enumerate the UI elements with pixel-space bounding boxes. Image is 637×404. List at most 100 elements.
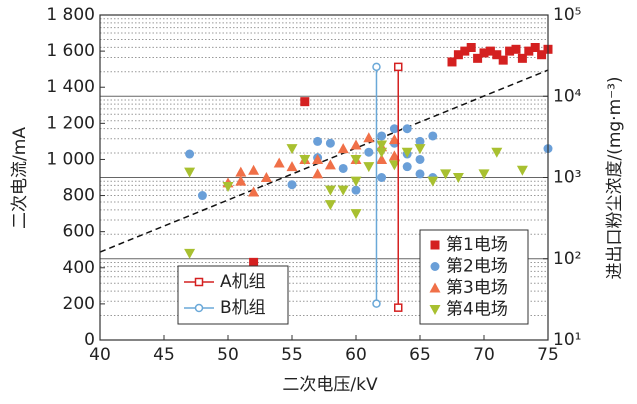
legend-box	[177, 265, 289, 325]
marker	[430, 262, 440, 271]
y-tick-label: 1 000	[46, 149, 95, 169]
marker	[350, 176, 362, 187]
plot-frame	[99, 14, 549, 341]
legend-label: 第3电场	[446, 278, 508, 298]
marker	[429, 305, 441, 315]
marker	[363, 132, 375, 143]
marker	[313, 136, 323, 146]
marker	[372, 62, 381, 72]
marker	[466, 43, 476, 52]
marker	[498, 55, 508, 65]
y-tick-label: 0	[84, 330, 95, 350]
marker	[401, 147, 413, 158]
marker	[249, 257, 259, 267]
marker	[505, 46, 515, 56]
marker	[524, 46, 534, 56]
marker	[185, 149, 195, 159]
marker	[388, 160, 400, 171]
legend-label: 第1电场	[446, 235, 508, 255]
marker	[194, 277, 204, 287]
marker	[351, 185, 361, 195]
marker	[376, 153, 388, 164]
marker	[516, 165, 528, 176]
y-tick-label: 200	[63, 294, 95, 314]
marker	[530, 43, 540, 52]
marker	[473, 53, 483, 63]
y-tick-label: 1 800	[46, 5, 95, 25]
x-tick-label: 50	[217, 345, 239, 365]
marker	[363, 162, 375, 173]
marker	[478, 169, 490, 180]
marker	[184, 167, 196, 178]
marker	[492, 50, 502, 60]
marker	[235, 166, 247, 177]
marker	[479, 48, 489, 58]
marker	[429, 282, 441, 293]
legend-label: 第2电场	[446, 257, 508, 277]
marker	[286, 161, 298, 172]
marker	[350, 209, 362, 220]
x-tick-label: 65	[409, 345, 431, 365]
marker	[388, 134, 400, 145]
y2-tick-label: 10⁴	[553, 86, 582, 106]
y2-tick-label: 10¹	[553, 330, 581, 350]
marker	[517, 53, 527, 63]
marker	[337, 143, 349, 154]
marker	[414, 144, 426, 155]
marker	[324, 185, 336, 196]
x-tick-label: 55	[281, 345, 303, 365]
marker	[491, 147, 503, 158]
marker	[350, 154, 362, 165]
marker	[388, 150, 400, 161]
legend-label: 第4电场	[446, 300, 508, 320]
y-tick-label: 1 400	[46, 77, 95, 97]
marker	[389, 124, 399, 134]
y-tick-label: 800	[63, 186, 95, 206]
marker	[194, 303, 204, 313]
legend-label: A机组	[220, 272, 266, 292]
x-tick-label: 45	[153, 345, 175, 365]
marker	[460, 46, 470, 56]
marker	[273, 157, 285, 168]
marker	[427, 176, 439, 187]
y-tick-label: 600	[63, 222, 95, 242]
marker	[222, 182, 234, 193]
marker	[393, 62, 403, 72]
marker	[372, 299, 381, 308]
marker	[312, 168, 324, 179]
y2-axis-label: 进出口粉尘浓度/(mg·m⁻³)	[605, 76, 625, 279]
marker	[248, 186, 260, 197]
marker	[324, 159, 336, 170]
marker	[286, 144, 298, 155]
marker	[393, 303, 403, 312]
y-axis-label: 二次电流/mA	[10, 127, 30, 229]
marker	[197, 191, 207, 201]
marker	[300, 97, 310, 107]
marker	[415, 169, 425, 179]
y-tick-label: 400	[63, 258, 95, 278]
marker	[324, 200, 336, 211]
y2-tick-label: 10⁵	[553, 5, 581, 25]
marker	[337, 185, 349, 196]
marker	[260, 172, 272, 182]
marker	[338, 163, 348, 173]
y-tick-label: 1 200	[46, 113, 95, 133]
marker	[430, 240, 440, 250]
y-tick-label: 1 600	[46, 41, 95, 61]
marker	[325, 138, 335, 148]
marker	[350, 139, 362, 150]
marker	[440, 169, 452, 180]
marker	[511, 44, 521, 54]
marker	[377, 131, 387, 141]
marker	[428, 131, 438, 141]
legend-label: B机组	[220, 298, 266, 318]
marker	[376, 147, 388, 158]
x-tick-label: 70	[473, 345, 495, 365]
x-tick-label: 75	[537, 345, 559, 365]
marker	[415, 136, 425, 146]
marker	[248, 164, 260, 175]
x-tick-label: 60	[345, 345, 367, 365]
trend-line	[99, 69, 549, 253]
